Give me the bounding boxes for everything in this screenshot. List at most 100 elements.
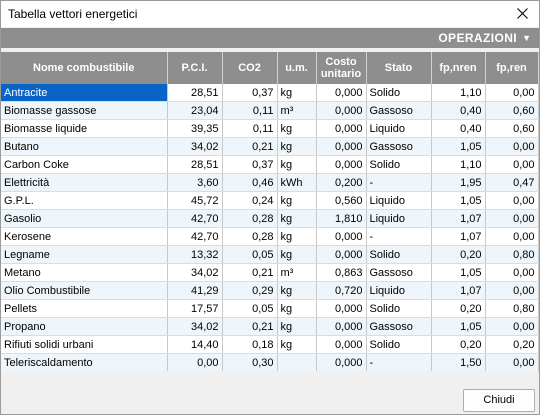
cell-cost[interactable]: 0,000: [316, 155, 367, 174]
cell-fpnren[interactable]: 0,40: [431, 101, 486, 120]
cell-fpren[interactable]: 0,80: [485, 299, 539, 318]
cell-state[interactable]: Liquido: [366, 191, 432, 210]
cell-fpren[interactable]: 0,00: [485, 155, 539, 174]
cell-state[interactable]: Gassoso: [366, 137, 432, 156]
column-header-fpnren[interactable]: fp,nren: [431, 52, 486, 84]
cell-fpren[interactable]: 0,00: [485, 263, 539, 282]
cell-cost[interactable]: 0,000: [316, 317, 367, 336]
cell-cost[interactable]: 0,000: [316, 299, 367, 318]
cell-fpren[interactable]: 0,00: [485, 209, 539, 228]
table-row[interactable]: Carbon Coke 28,51 0,37 kg 0,000 Solido 1,10 0,0…: [1, 155, 539, 174]
cell-pci[interactable]: 23,04: [167, 101, 223, 120]
cell-name[interactable]: Carbon Coke: [1, 155, 168, 174]
cell-pci[interactable]: 14,40: [167, 335, 223, 354]
cell-pci[interactable]: 34,02: [167, 263, 223, 282]
cell-co2[interactable]: 0,11: [222, 101, 278, 120]
cell-name[interactable]: G.P.L.: [1, 191, 168, 210]
cell-co2[interactable]: 0,21: [222, 263, 278, 282]
cell-state[interactable]: Liquido: [366, 281, 432, 300]
cell-name[interactable]: Butano: [1, 137, 168, 156]
cell-um[interactable]: kWh: [277, 173, 317, 192]
table-row[interactable]: Biomasse gassose 23,04 0,11 m³ 0,000 Gassoso 0…: [1, 101, 539, 120]
cell-state[interactable]: -: [366, 353, 432, 371]
cell-fpnren[interactable]: 1,10: [431, 155, 486, 174]
cell-um[interactable]: kg: [277, 84, 317, 102]
cell-fpren[interactable]: 0,00: [485, 317, 539, 336]
table-row[interactable]: Gasolio 42,70 0,28 kg 1,810 Liquido 1,07 0,00: [1, 209, 539, 228]
cell-cost[interactable]: 0,000: [316, 335, 367, 354]
cell-fpnren[interactable]: 1,07: [431, 209, 486, 228]
cell-um[interactable]: kg: [277, 209, 317, 228]
cell-fpnren[interactable]: 1,05: [431, 317, 486, 336]
cell-name[interactable]: Elettricità: [1, 173, 168, 192]
cell-um[interactable]: kg: [277, 335, 317, 354]
cell-cost[interactable]: 0,863: [316, 263, 367, 282]
cell-um[interactable]: kg: [277, 119, 317, 138]
cell-name[interactable]: Rifiuti solidi urbani: [1, 335, 168, 354]
column-header-um[interactable]: u.m.: [277, 52, 317, 84]
cell-pci[interactable]: 28,51: [167, 84, 223, 102]
cell-fpren[interactable]: 0,80: [485, 245, 539, 264]
cell-co2[interactable]: 0,05: [222, 245, 278, 264]
cell-co2[interactable]: 0,28: [222, 227, 278, 246]
cell-pci[interactable]: 0,00: [167, 353, 223, 371]
cell-state[interactable]: Liquido: [366, 119, 432, 138]
cell-fpnren[interactable]: 1,10: [431, 84, 486, 102]
table-row[interactable]: Metano 34,02 0,21 m³ 0,863 Gassoso 1,05 0,00: [1, 263, 539, 282]
cell-name[interactable]: Legname: [1, 245, 168, 264]
cell-name[interactable]: Biomasse liquide: [1, 119, 168, 138]
cell-fpnren[interactable]: 0,40: [431, 119, 486, 138]
cell-co2[interactable]: 0,24: [222, 191, 278, 210]
cell-fpren[interactable]: 0,00: [485, 227, 539, 246]
cell-state[interactable]: Gassoso: [366, 263, 432, 282]
cell-cost[interactable]: 1,810: [316, 209, 367, 228]
cell-co2[interactable]: 0,37: [222, 155, 278, 174]
cell-name[interactable]: Teleriscaldamento: [1, 353, 168, 371]
cell-state[interactable]: Solido: [366, 155, 432, 174]
table-row[interactable]: Legname 13,32 0,05 kg 0,000 Solido 0,20 0,80: [1, 245, 539, 264]
cell-fpren[interactable]: 0,60: [485, 101, 539, 120]
cell-name[interactable]: Gasolio: [1, 209, 168, 228]
cell-fpnren[interactable]: 1,50: [431, 353, 486, 371]
cell-pci[interactable]: 28,51: [167, 155, 223, 174]
cell-co2[interactable]: 0,29: [222, 281, 278, 300]
cell-pci[interactable]: 13,32: [167, 245, 223, 264]
cell-co2[interactable]: 0,28: [222, 209, 278, 228]
cell-state[interactable]: Solido: [366, 299, 432, 318]
cell-fpren[interactable]: 0,60: [485, 119, 539, 138]
cell-um[interactable]: kg: [277, 227, 317, 246]
cell-pci[interactable]: 42,70: [167, 227, 223, 246]
cell-fpren[interactable]: 0,00: [485, 191, 539, 210]
cell-fpnren[interactable]: 0,20: [431, 335, 486, 354]
cell-pci[interactable]: 45,72: [167, 191, 223, 210]
column-header-co2[interactable]: CO2: [222, 52, 278, 84]
cell-um[interactable]: kg: [277, 281, 317, 300]
table-row[interactable]: Kerosene 42,70 0,28 kg 0,000-1,07 0,00: [1, 227, 539, 246]
cell-co2[interactable]: 0,05: [222, 299, 278, 318]
table-row[interactable]: Biomasse liquide 39,35 0,11 kg 0,000 Liquido 0…: [1, 119, 539, 138]
cell-fpren[interactable]: 0,00: [485, 137, 539, 156]
cell-um[interactable]: m³: [277, 263, 317, 282]
column-header-name[interactable]: Nome combustibile: [1, 52, 168, 84]
cell-name[interactable]: Antracite: [1, 84, 168, 102]
cell-fpren[interactable]: 0,20: [485, 335, 539, 354]
table-row[interactable]: Rifiuti solidi urbani 14,40 0,18 kg 0,000 Sol…: [1, 335, 539, 354]
cell-name[interactable]: Olio Combustibile: [1, 281, 168, 300]
cell-co2[interactable]: 0,30: [222, 353, 278, 371]
cell-fpren[interactable]: 0,00: [485, 353, 539, 371]
cell-fpnren[interactable]: 1,05: [431, 263, 486, 282]
cell-um[interactable]: kg: [277, 317, 317, 336]
cell-fpnren[interactable]: 1,05: [431, 191, 486, 210]
cell-name[interactable]: Kerosene: [1, 227, 168, 246]
cell-co2[interactable]: 0,46: [222, 173, 278, 192]
cell-um[interactable]: kg: [277, 137, 317, 156]
cell-cost[interactable]: 0,000: [316, 227, 367, 246]
cell-pci[interactable]: 34,02: [167, 137, 223, 156]
operations-menu-button[interactable]: OPERAZIONI: [438, 31, 517, 45]
cell-pci[interactable]: 17,57: [167, 299, 223, 318]
cell-pci[interactable]: 39,35: [167, 119, 223, 138]
table-row[interactable]: Elettricità 3,60 0,46 kWh 0,200-1,95 0,47: [1, 173, 539, 192]
cell-state[interactable]: -: [366, 227, 432, 246]
cell-fpnren[interactable]: 1,07: [431, 227, 486, 246]
cell-um[interactable]: kg: [277, 191, 317, 210]
